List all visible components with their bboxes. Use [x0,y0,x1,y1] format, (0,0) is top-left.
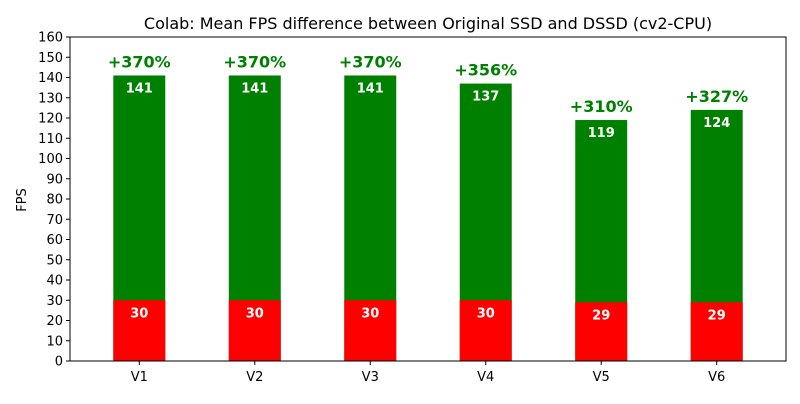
x-tick-label: V5 [593,370,610,385]
plot-frame [69,36,787,362]
y-tick-label: 30 [46,294,63,309]
y-tick-label: 50 [46,253,63,268]
percent-annotation: +310% [570,97,633,116]
x-tick-label: V1 [131,370,148,385]
y-tick-label: 0 [55,355,63,370]
data-label-low: 30 [130,306,148,321]
data-label-high: 124 [703,116,730,131]
data-label-high: 141 [241,81,268,96]
percent-annotation: +356% [454,61,517,80]
y-tick-label: 90 [46,172,63,187]
chart-title: Colab: Mean FPS difference between Origi… [144,14,712,33]
y-tick-label: 20 [46,314,63,329]
y-axis-ticks: 0 10 20 30 40 50 60 70 80 90 100 110 120 130 140 150 160 [38,31,70,370]
data-label-low: 29 [708,308,726,323]
data-label-high: 141 [357,81,384,96]
data-label-low: 30 [477,306,495,321]
percent-annotation: +370% [223,52,286,71]
data-label-high: 141 [126,81,153,96]
x-tick-label: V4 [477,370,494,385]
x-axis-ticks: V1 V2 V3 V4 V5 V6 [131,361,725,385]
data-label-low: 29 [592,308,610,323]
bar-v1-low [113,300,166,361]
y-axis-label: FPS [15,188,30,212]
x-tick-label: V3 [362,370,379,385]
y-tick-label: 140 [38,71,63,86]
x-tick-label: V6 [708,370,725,385]
bar-v6-low [690,302,743,361]
y-tick-label: 120 [38,112,63,127]
percent-annotation: +327% [685,87,748,106]
bar-v5-low [575,302,628,361]
data-label-low: 30 [246,306,264,321]
y-tick-label: 100 [38,152,63,167]
y-tick-label: 60 [46,233,63,248]
data-label-low: 30 [361,306,379,321]
data-label-high: 137 [472,90,499,105]
y-tick-label: 130 [38,91,63,106]
bar-v2-low [228,300,281,361]
y-tick-label: 10 [46,334,63,349]
percent-annotation: +370% [339,52,402,71]
y-tick-label: 70 [46,213,63,228]
percent-annotation: +370% [108,52,171,71]
data-label-high: 119 [588,126,615,141]
data-labels-group: 141 30 +370% 141 30 +370% 141 30 +370% 137 30 +356%… [108,52,748,323]
bars-group [113,75,743,362]
y-tick-label: 40 [46,274,63,289]
y-tick-label: 160 [38,31,63,46]
y-tick-label: 80 [46,193,63,208]
bar-v3-low [344,300,397,361]
y-tick-label: 110 [38,132,63,147]
y-tick-label: 150 [38,51,63,66]
bar-v4-low [459,300,512,361]
x-tick-label: V2 [246,370,263,385]
